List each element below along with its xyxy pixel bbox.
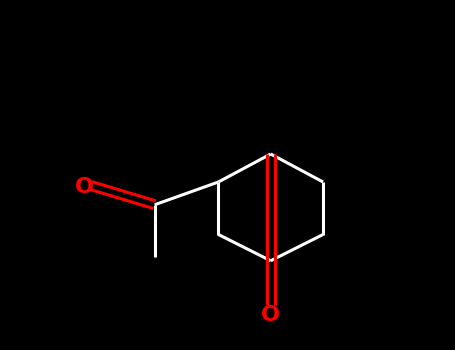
Text: O: O (75, 177, 94, 197)
Text: O: O (261, 305, 280, 325)
